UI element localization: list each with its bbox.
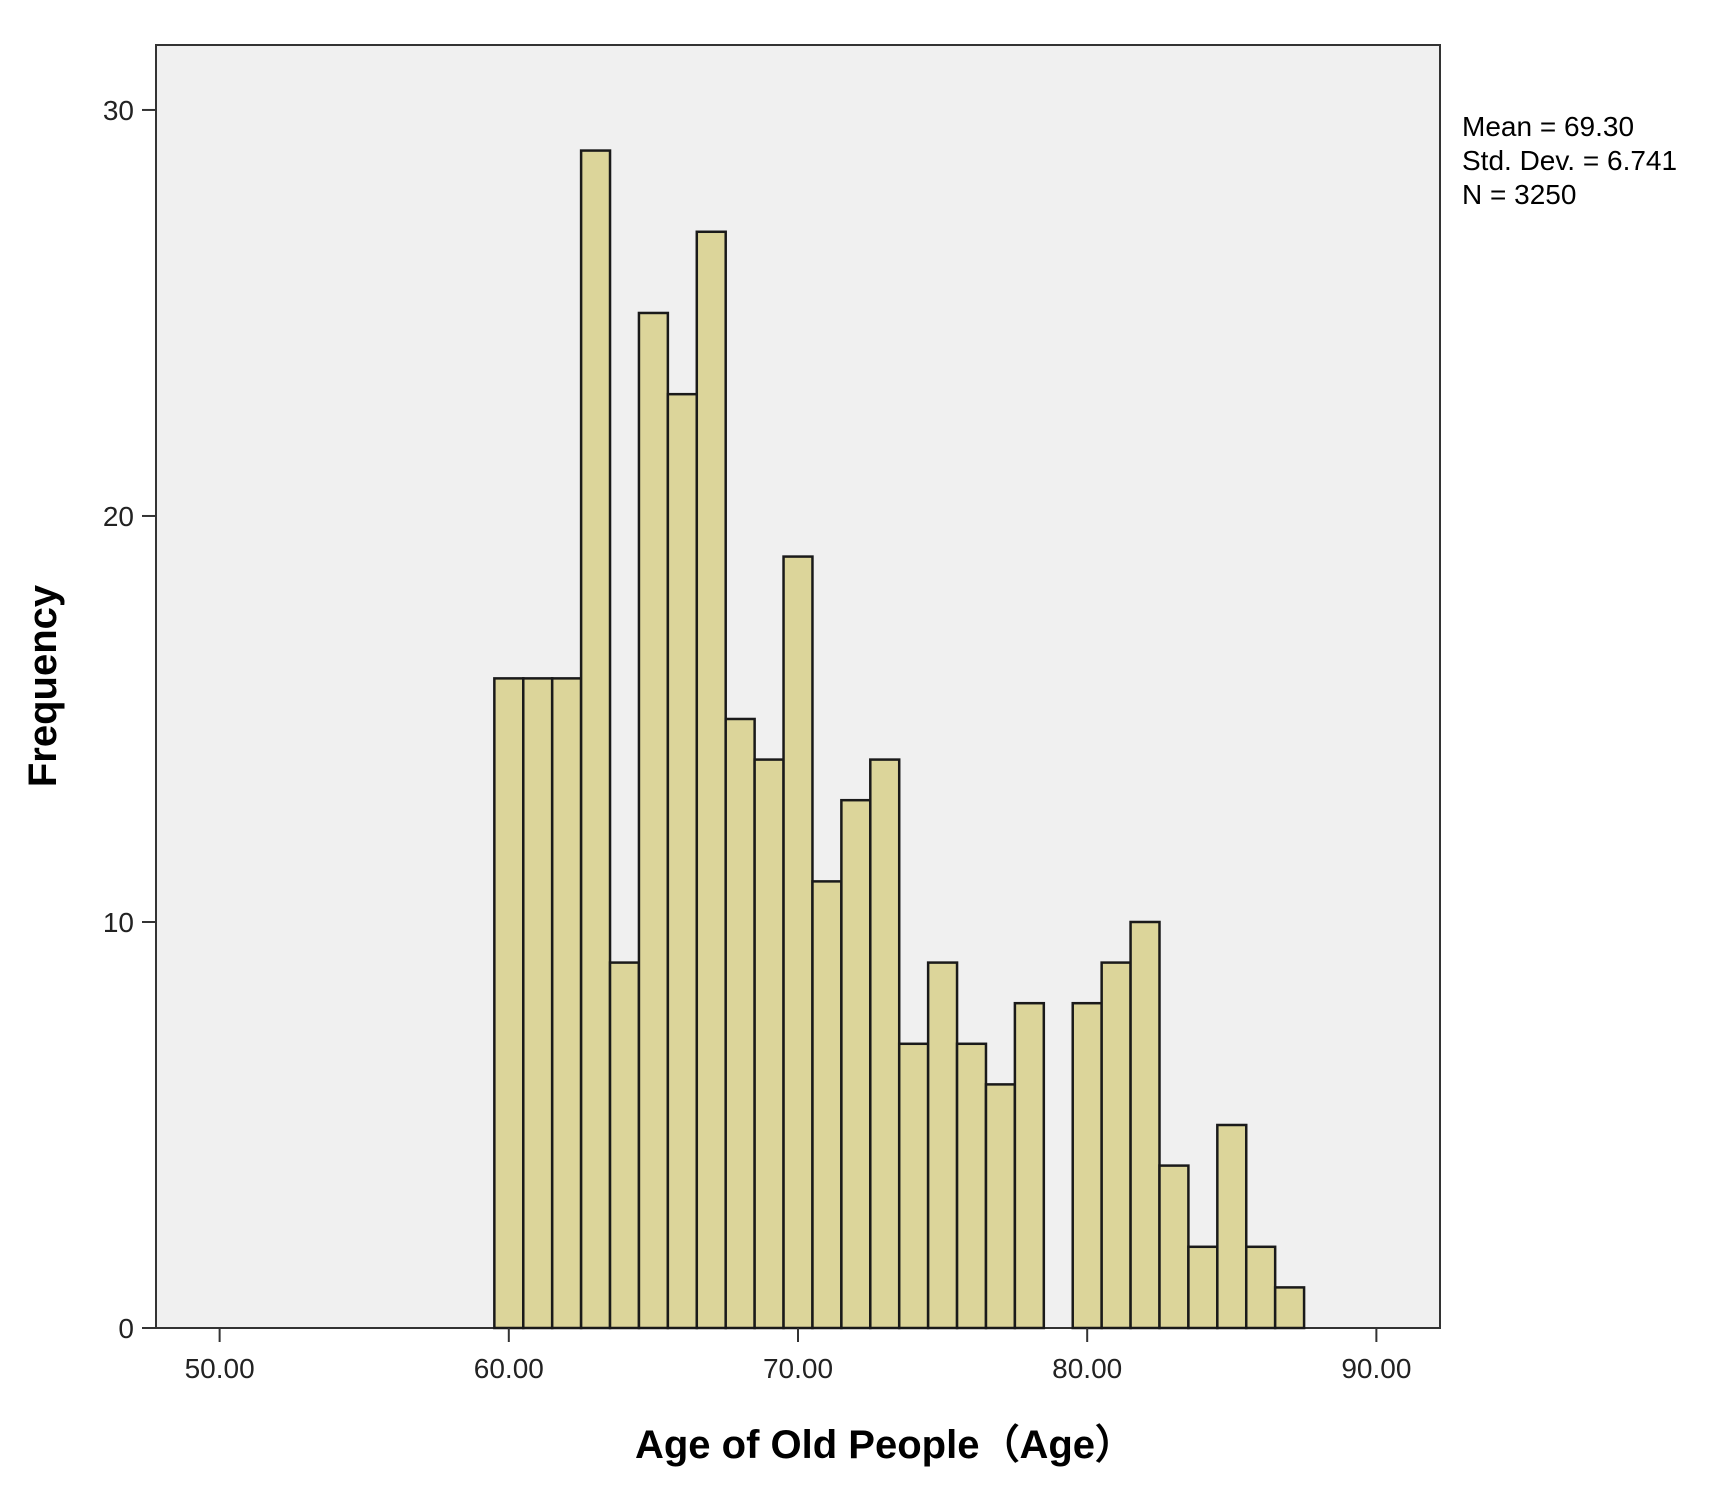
y-tick-label: 0 [118, 1313, 134, 1344]
histogram-bar-14 [897, 1042, 930, 1330]
y-tick-label: 20 [103, 501, 134, 532]
histogram-bar-13 [869, 758, 901, 1330]
histogram-bar-12 [840, 798, 872, 1330]
histogram-bar-22 [1129, 920, 1161, 1330]
histogram-bar-15 [926, 961, 959, 1330]
bars-group [493, 149, 1306, 1330]
x-tick-label: 50.00 [185, 1353, 255, 1384]
histogram-bar-6 [666, 392, 699, 1330]
histogram-bar-17 [984, 1083, 1017, 1330]
histogram-bar-21 [1100, 961, 1132, 1330]
histogram-bar-7 [695, 230, 727, 1330]
statistics-box: Mean = 69.30 Std. Dev. = 6.741 N = 3250 [1462, 111, 1677, 210]
stat-n: N = 3250 [1462, 179, 1576, 210]
histogram-bar-5 [637, 311, 670, 1330]
histogram-bar-10 [782, 555, 814, 1330]
histogram-bar-11 [811, 880, 843, 1330]
y-tick-label: 30 [103, 95, 134, 126]
x-tick-label: 60.00 [474, 1353, 544, 1384]
histogram-bar-27 [1273, 1286, 1306, 1330]
y-axis-title: Frequency [21, 584, 65, 787]
histogram-bar-16 [955, 1042, 988, 1330]
histogram-bar-8 [724, 717, 756, 1330]
x-tick-label: 80.00 [1052, 1353, 1122, 1384]
histogram-bar-20 [1071, 1001, 1103, 1330]
histogram-bar-23 [1158, 1164, 1190, 1330]
x-axis-title: Age of Old People（Age） [635, 1423, 1135, 1467]
histogram-bar-1 [522, 677, 554, 1330]
x-tick-label: 90.00 [1341, 1353, 1411, 1384]
histogram-bar-18 [1013, 1001, 1046, 1330]
x-tick-label: 70.00 [763, 1353, 833, 1384]
stat-std-dev: Std. Dev. = 6.741 [1462, 145, 1677, 176]
histogram-bar-26 [1244, 1245, 1277, 1330]
histogram-bar-24 [1187, 1245, 1219, 1330]
histogram-bar-3 [579, 149, 612, 1330]
histogram-bar-25 [1216, 1123, 1248, 1330]
histogram-bar-2 [550, 677, 583, 1330]
histogram-bar-9 [753, 758, 785, 1330]
y-tick-label: 10 [103, 907, 134, 938]
x-axis: 50.00 60.00 70.00 80.00 90.00 [185, 1328, 1411, 1384]
stat-mean: Mean = 69.30 [1462, 111, 1634, 142]
histogram-bar-4 [608, 961, 641, 1330]
histogram-bar-0 [493, 677, 525, 1330]
y-axis: 0 10 20 30 [103, 95, 156, 1344]
